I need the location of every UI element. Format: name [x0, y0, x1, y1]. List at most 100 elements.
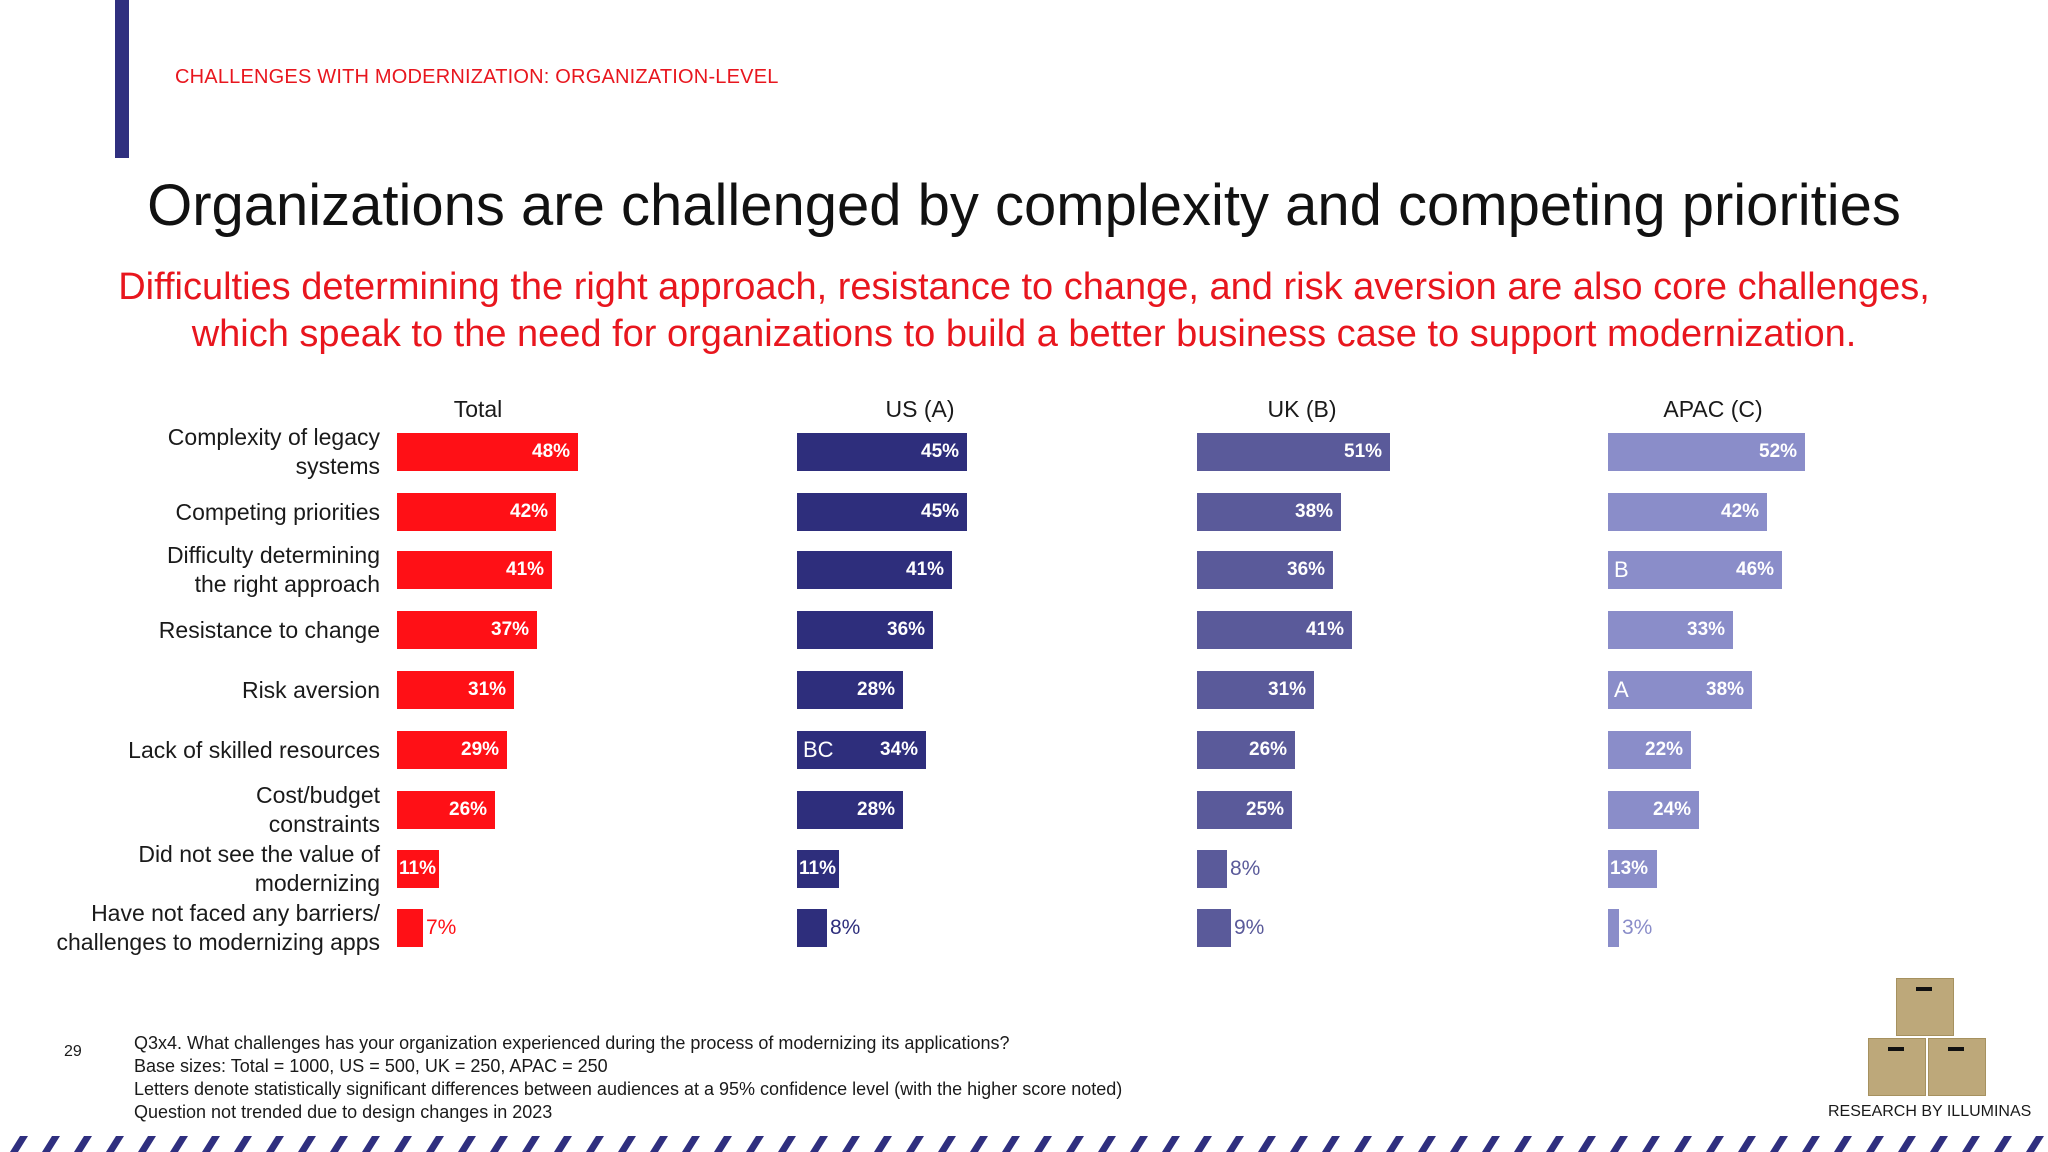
bar — [1608, 611, 1733, 649]
bar — [397, 850, 439, 888]
bar — [397, 551, 552, 589]
category-label: Difficulty determining the right approach — [20, 541, 380, 599]
bar — [1608, 791, 1699, 829]
data-label: 9% — [1234, 916, 1265, 939]
data-label: 36% — [887, 619, 926, 640]
data-label: 51% — [1344, 441, 1383, 462]
data-label: 8% — [1230, 857, 1261, 880]
page-number: 29 — [64, 1043, 82, 1060]
bar — [1608, 909, 1619, 947]
bar — [1197, 611, 1352, 649]
bar — [797, 850, 839, 888]
bar — [1608, 433, 1805, 471]
data-label: 37% — [491, 619, 530, 640]
significance-letter: B — [1614, 557, 1629, 582]
data-label: 3% — [1622, 916, 1653, 939]
data-label: 41% — [506, 559, 545, 580]
bar — [397, 433, 578, 471]
category-label: Have not faced any barriers/challenges t… — [20, 899, 380, 957]
data-label: 13% — [1610, 858, 1649, 879]
logo-box-right — [1928, 1038, 1986, 1096]
category-label-line: Complexity of legacy — [167, 424, 380, 450]
bar — [1197, 671, 1314, 709]
bar — [797, 551, 952, 589]
footnote-trend: Question not trended due to design chang… — [134, 1102, 553, 1122]
data-label: 26% — [1249, 739, 1288, 760]
data-label: 29% — [461, 739, 500, 760]
data-label: 41% — [1306, 619, 1345, 640]
data-label: 38% — [1706, 679, 1745, 700]
category-label: Resistance to change — [20, 616, 380, 645]
category-label-line: constraints — [268, 811, 380, 837]
series-title: UK (B) — [1267, 396, 1337, 422]
data-label: 28% — [857, 679, 896, 700]
bar — [397, 611, 537, 649]
bar — [397, 493, 556, 531]
category-label-line: systems — [295, 453, 380, 479]
category-label-line: Lack of skilled resources — [128, 736, 380, 763]
bar — [797, 909, 827, 947]
bar — [1197, 850, 1227, 888]
data-label: 38% — [1295, 501, 1334, 522]
data-label: 8% — [830, 916, 861, 939]
bar — [1197, 493, 1341, 531]
bar — [797, 433, 967, 471]
data-label: 31% — [468, 679, 507, 700]
data-label: 31% — [1268, 679, 1307, 700]
bar — [1197, 909, 1231, 947]
subtitle-line-1: Difficulties determining the right appro… — [118, 266, 1930, 308]
brand-label: RESEARCH BY ILLUMINAS — [1828, 1103, 2032, 1120]
data-label: 34% — [880, 739, 919, 760]
data-label: 45% — [921, 441, 960, 462]
category-label: Complexity of legacy systems — [20, 423, 380, 481]
bar — [1197, 731, 1295, 769]
bar — [1197, 433, 1390, 471]
subtitle-line-2: which speak to the need for organization… — [191, 313, 1857, 355]
bar — [1197, 551, 1333, 589]
bar — [1608, 551, 1782, 589]
data-label: 26% — [449, 799, 488, 820]
stripe-band — [0, 1136, 2048, 1152]
footnotes: Q3x4. What challenges has your organizat… — [134, 1032, 1122, 1124]
bar — [1197, 791, 1292, 829]
category-label: Did not see the value of modernizing — [20, 840, 380, 898]
data-label: 42% — [1721, 501, 1760, 522]
data-label: 28% — [857, 799, 896, 820]
category-label-line: Resistance to change — [158, 616, 380, 643]
footnote-significance: Letters denote statistically significant… — [134, 1079, 1123, 1099]
bar — [1608, 731, 1691, 769]
data-label: 11% — [799, 858, 836, 879]
category-label: Risk aversion — [20, 676, 380, 705]
bar — [1608, 493, 1767, 531]
data-label: 46% — [1736, 559, 1775, 580]
data-label: 36% — [1287, 559, 1326, 580]
category-label-line: challenges to modernizing apps — [56, 929, 380, 955]
data-label: 45% — [921, 501, 960, 522]
footnote-base-sizes: Base sizes: Total = 1000, US = 500, UK =… — [134, 1056, 608, 1076]
bar — [397, 909, 423, 947]
category-label: Lack of skilled resources — [20, 736, 380, 765]
data-label: 11% — [399, 858, 436, 879]
bar — [1608, 671, 1752, 709]
series-title: APAC (C) — [1663, 396, 1763, 422]
series-title: Total — [453, 396, 503, 422]
bar — [797, 671, 903, 709]
category-label-line: Did not see the value of — [138, 841, 380, 867]
bar — [1608, 850, 1657, 888]
category-label: Cost/budget constraints — [20, 781, 380, 839]
logo-box-left — [1868, 1038, 1926, 1096]
bar — [397, 671, 514, 709]
data-label: 42% — [510, 501, 549, 522]
data-label: 25% — [1246, 799, 1285, 820]
category-label-line: Have not faced any barriers/ — [91, 900, 380, 926]
category-label-line: modernizing — [254, 870, 380, 896]
bar — [797, 493, 967, 531]
subtitle: Difficulties determining the right appro… — [100, 264, 1948, 358]
bar — [397, 731, 507, 769]
bar — [797, 611, 933, 649]
data-label: 33% — [1687, 619, 1726, 640]
logo-box-top — [1896, 978, 1954, 1036]
data-label: 52% — [1759, 441, 1798, 462]
data-label: 48% — [532, 441, 571, 462]
